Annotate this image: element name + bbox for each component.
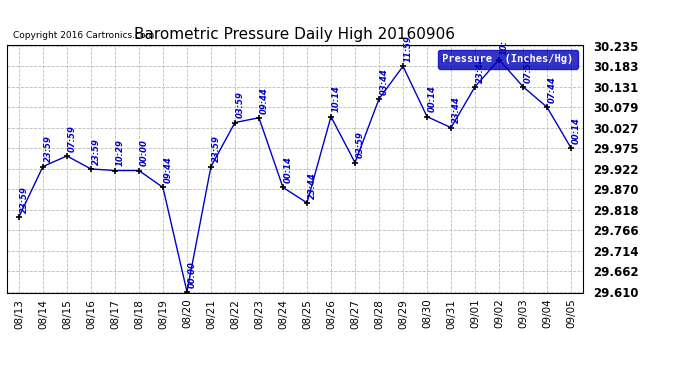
Text: 23:59: 23:59 (20, 186, 29, 213)
Text: 23:59: 23:59 (44, 135, 53, 162)
Text: 07:59: 07:59 (68, 125, 77, 152)
Text: Copyright 2016 Cartronics.com: Copyright 2016 Cartronics.com (12, 31, 154, 40)
Text: 23:44: 23:44 (476, 56, 485, 82)
Legend: Pressure  (Inches/Hg): Pressure (Inches/Hg) (438, 50, 578, 69)
Text: 07:44: 07:44 (548, 76, 557, 103)
Text: 00:00: 00:00 (188, 261, 197, 288)
Text: 11:59: 11:59 (404, 35, 413, 62)
Text: 10:14: 10:14 (332, 86, 341, 112)
Title: Barometric Pressure Daily High 20160906: Barometric Pressure Daily High 20160906 (135, 27, 455, 42)
Text: 23:44: 23:44 (452, 97, 461, 123)
Text: 09:44: 09:44 (260, 87, 269, 114)
Text: 00:00: 00:00 (140, 140, 149, 166)
Text: 10:29: 10:29 (116, 140, 125, 166)
Text: 23:59: 23:59 (212, 135, 221, 162)
Text: 09:44: 09:44 (164, 156, 173, 183)
Text: 00:14: 00:14 (428, 86, 437, 112)
Text: 23:44: 23:44 (308, 172, 317, 199)
Text: 10:: 10: (500, 40, 509, 56)
Text: 00:14: 00:14 (284, 156, 293, 183)
Text: 03:59: 03:59 (236, 92, 245, 118)
Text: 00:14: 00:14 (572, 117, 581, 144)
Text: 23:59: 23:59 (92, 138, 101, 165)
Text: 03:44: 03:44 (380, 68, 389, 95)
Text: 07:59: 07:59 (524, 56, 533, 82)
Text: 03:59: 03:59 (356, 132, 365, 159)
